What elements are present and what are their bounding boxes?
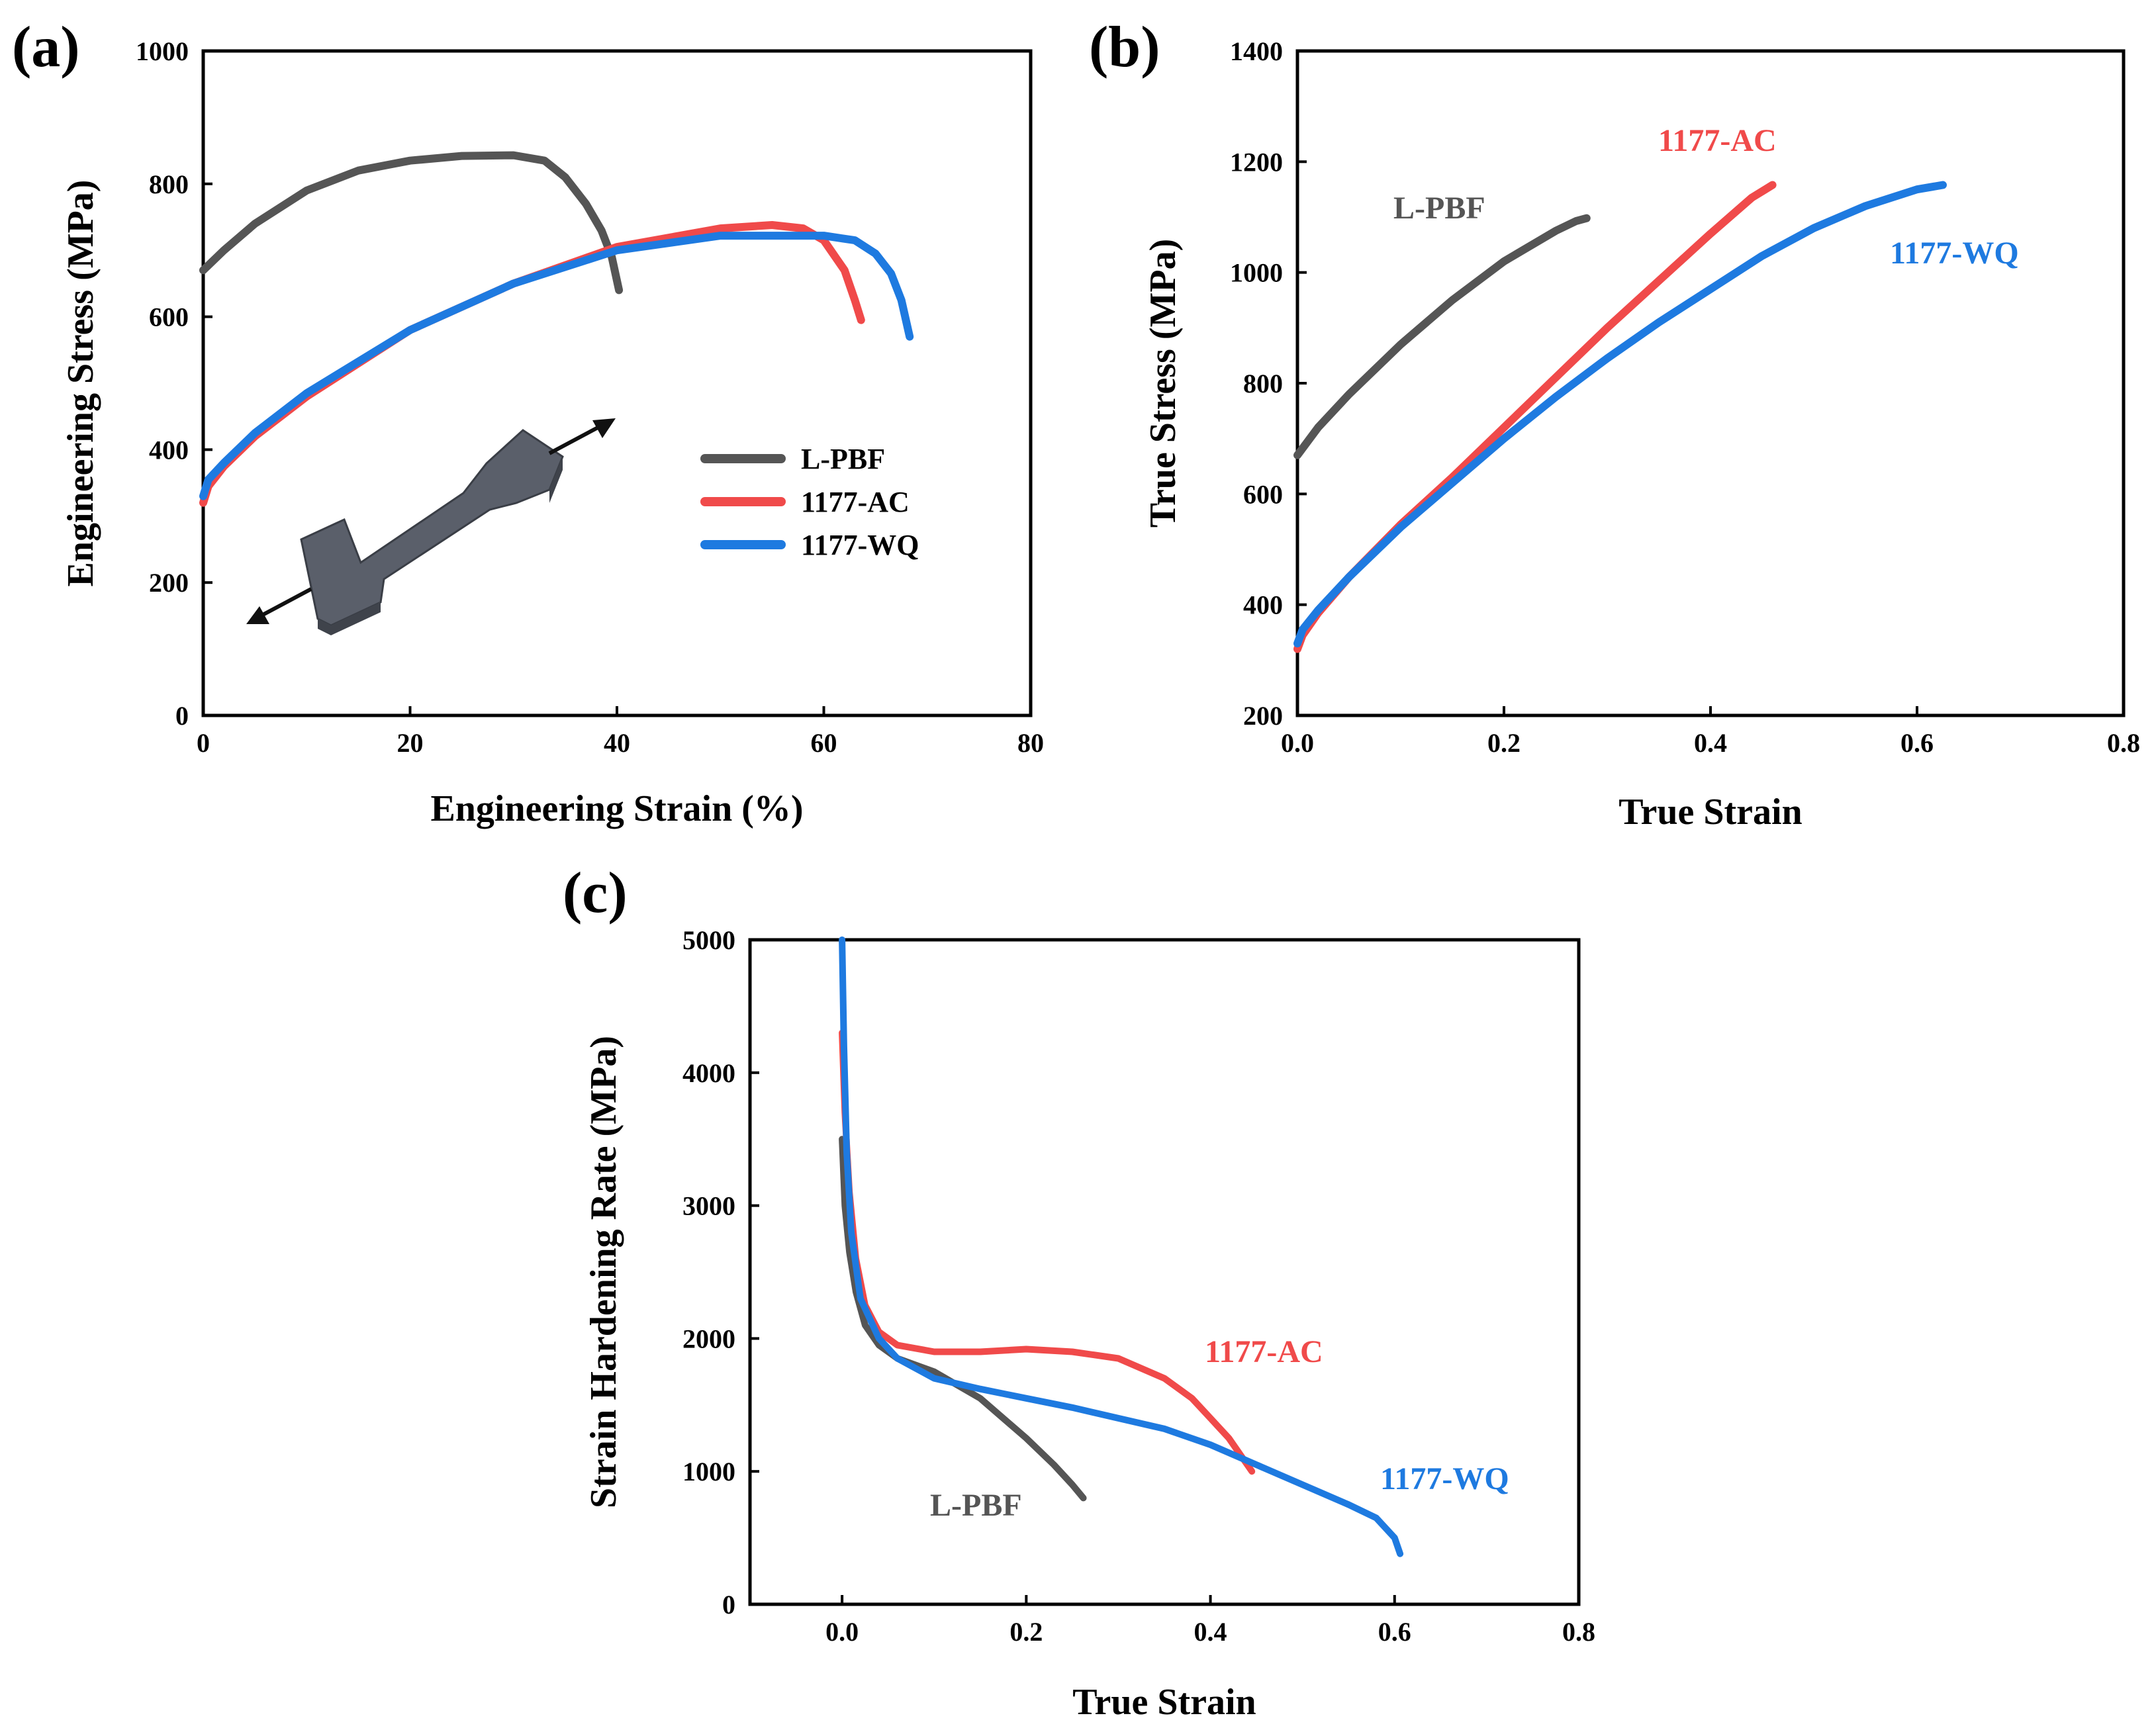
panel-c-x-axis-title: True Strain [1072, 1682, 1256, 1723]
panel-b-series-1177-wq [1293, 181, 1947, 648]
panel-c-series [839, 936, 1404, 1557]
panel-b-annotation-1177-wq: 1177-WQ [1890, 236, 2019, 271]
panel-a-x-tick-label: 0 [197, 728, 210, 758]
panel-c-y-tick-label: 1000 [682, 1457, 735, 1486]
panel-a-y-tick-label: 1000 [136, 36, 189, 66]
panel-b-x-tick-label: 0.6 [1900, 728, 1934, 758]
panel-a-x-tick-label: 20 [397, 728, 424, 758]
panel-b-annotation-lpbf: L-PBF [1393, 191, 1485, 226]
panel-b-annotation-1177-ac: 1177-AC [1658, 123, 1777, 158]
panel-a-y-tick-label: 200 [149, 568, 189, 598]
panel-b-label: (b) [1089, 15, 1160, 79]
panel-b-y-tick-label: 400 [1243, 590, 1283, 620]
panel-a-label: (a) [12, 15, 80, 79]
panel-c-y-tick-label: 5000 [682, 925, 735, 955]
panel-a-legend: L-PBF 1177-AC 1177-WQ [700, 443, 919, 561]
panel-a-y-tick-label: 400 [149, 435, 189, 465]
panel-b: (b) 0.0 0.2 0.4 0.6 0.8 200 400 600 800 1000 1200 1… [1089, 15, 2140, 833]
panel-c-ticks: 0.0 0.2 0.4 0.6 0.8 0 1000 2000 3000 4000 5000 [682, 925, 1595, 1647]
panel-b-series [1293, 181, 1947, 653]
panel-c-annotation-1177-wq: 1177-WQ [1380, 1461, 1509, 1496]
panel-c-y-tick-label: 0 [722, 1590, 735, 1620]
panel-b-x-axis-title: True Strain [1618, 792, 1802, 833]
panel-c-series-l-pbf [839, 1136, 1087, 1502]
panel-a-x-tick-label: 40 [604, 728, 630, 758]
panel-b-ticks: 0.0 0.2 0.4 0.6 0.8 200 400 600 800 1000 1200 1400 [1230, 36, 2140, 758]
panel-a-series-1177-wq [199, 232, 914, 500]
panel-c-annotation-1177-ac: 1177-AC [1205, 1334, 1323, 1369]
panel-c: (c) 0.0 0.2 0.4 0.6 0.8 0 1000 2000 3000 4000 5000… [563, 861, 1595, 1723]
panel-c-y-tick-label: 3000 [682, 1191, 735, 1221]
legend-label-1177-ac: 1177-AC [801, 486, 910, 518]
panel-c-label: (c) [563, 861, 628, 925]
panel-c-y-axis-title: Strain Hardening Rate (MPa) [583, 1036, 624, 1508]
panel-a-x-axis-title: Engineering Strain (%) [430, 788, 803, 829]
panel-c-frame [748, 938, 1581, 1606]
tensile-specimen-icon [246, 418, 616, 635]
panel-b-y-tick-label: 200 [1243, 701, 1283, 731]
panel-b-y-tick-label: 1000 [1230, 258, 1283, 288]
panel-c-x-tick-label: 0.6 [1378, 1617, 1411, 1647]
panel-a-x-tick-label: 60 [811, 728, 837, 758]
panel-a-y-tick-label: 800 [149, 169, 189, 199]
panel-b-y-tick-label: 1200 [1230, 147, 1283, 177]
panel-c-series-1177-wq [839, 936, 1404, 1557]
panel-c-y-tick-label: 4000 [682, 1058, 735, 1088]
panel-b-y-tick-label: 1400 [1230, 36, 1283, 66]
legend-label-lpbf: L-PBF [801, 443, 885, 475]
legend-item-1177-wq: 1177-WQ [700, 529, 919, 561]
panel-a-series [199, 151, 914, 507]
panel-a-series-l-pbf [199, 151, 624, 295]
panel-b-x-tick-label: 0.8 [2107, 728, 2140, 758]
panel-b-x-tick-label: 0.0 [1281, 728, 1314, 758]
panel-c-annotation-lpbf: L-PBF [930, 1488, 1022, 1523]
panel-b-series-l-pbf [1293, 214, 1591, 459]
panel-c-x-tick-label: 0.8 [1562, 1617, 1595, 1647]
panel-b-x-tick-label: 0.2 [1487, 728, 1521, 758]
panel-a-y-axis-title: Engineering Stress (MPa) [60, 180, 101, 587]
panel-a-y-tick-label: 0 [175, 701, 189, 731]
panel-b-y-tick-label: 600 [1243, 479, 1283, 509]
panel-b-y-axis-title: True Stress (MPa) [1143, 239, 1184, 528]
panel-c-x-tick-label: 0.2 [1009, 1617, 1043, 1647]
legend-item-1177-ac: 1177-AC [700, 486, 910, 518]
legend-item-lpbf: L-PBF [700, 443, 885, 475]
panel-b-x-tick-label: 0.4 [1694, 728, 1727, 758]
panel-a-x-tick-label: 80 [1017, 728, 1044, 758]
panel-a-y-tick-label: 600 [149, 302, 189, 332]
panel-c-x-tick-label: 0.0 [825, 1617, 859, 1647]
panel-c-x-tick-label: 0.4 [1194, 1617, 1227, 1647]
panel-b-y-tick-label: 800 [1243, 369, 1283, 398]
panel-c-y-tick-label: 2000 [682, 1324, 735, 1353]
legend-label-1177-wq: 1177-WQ [801, 529, 919, 561]
